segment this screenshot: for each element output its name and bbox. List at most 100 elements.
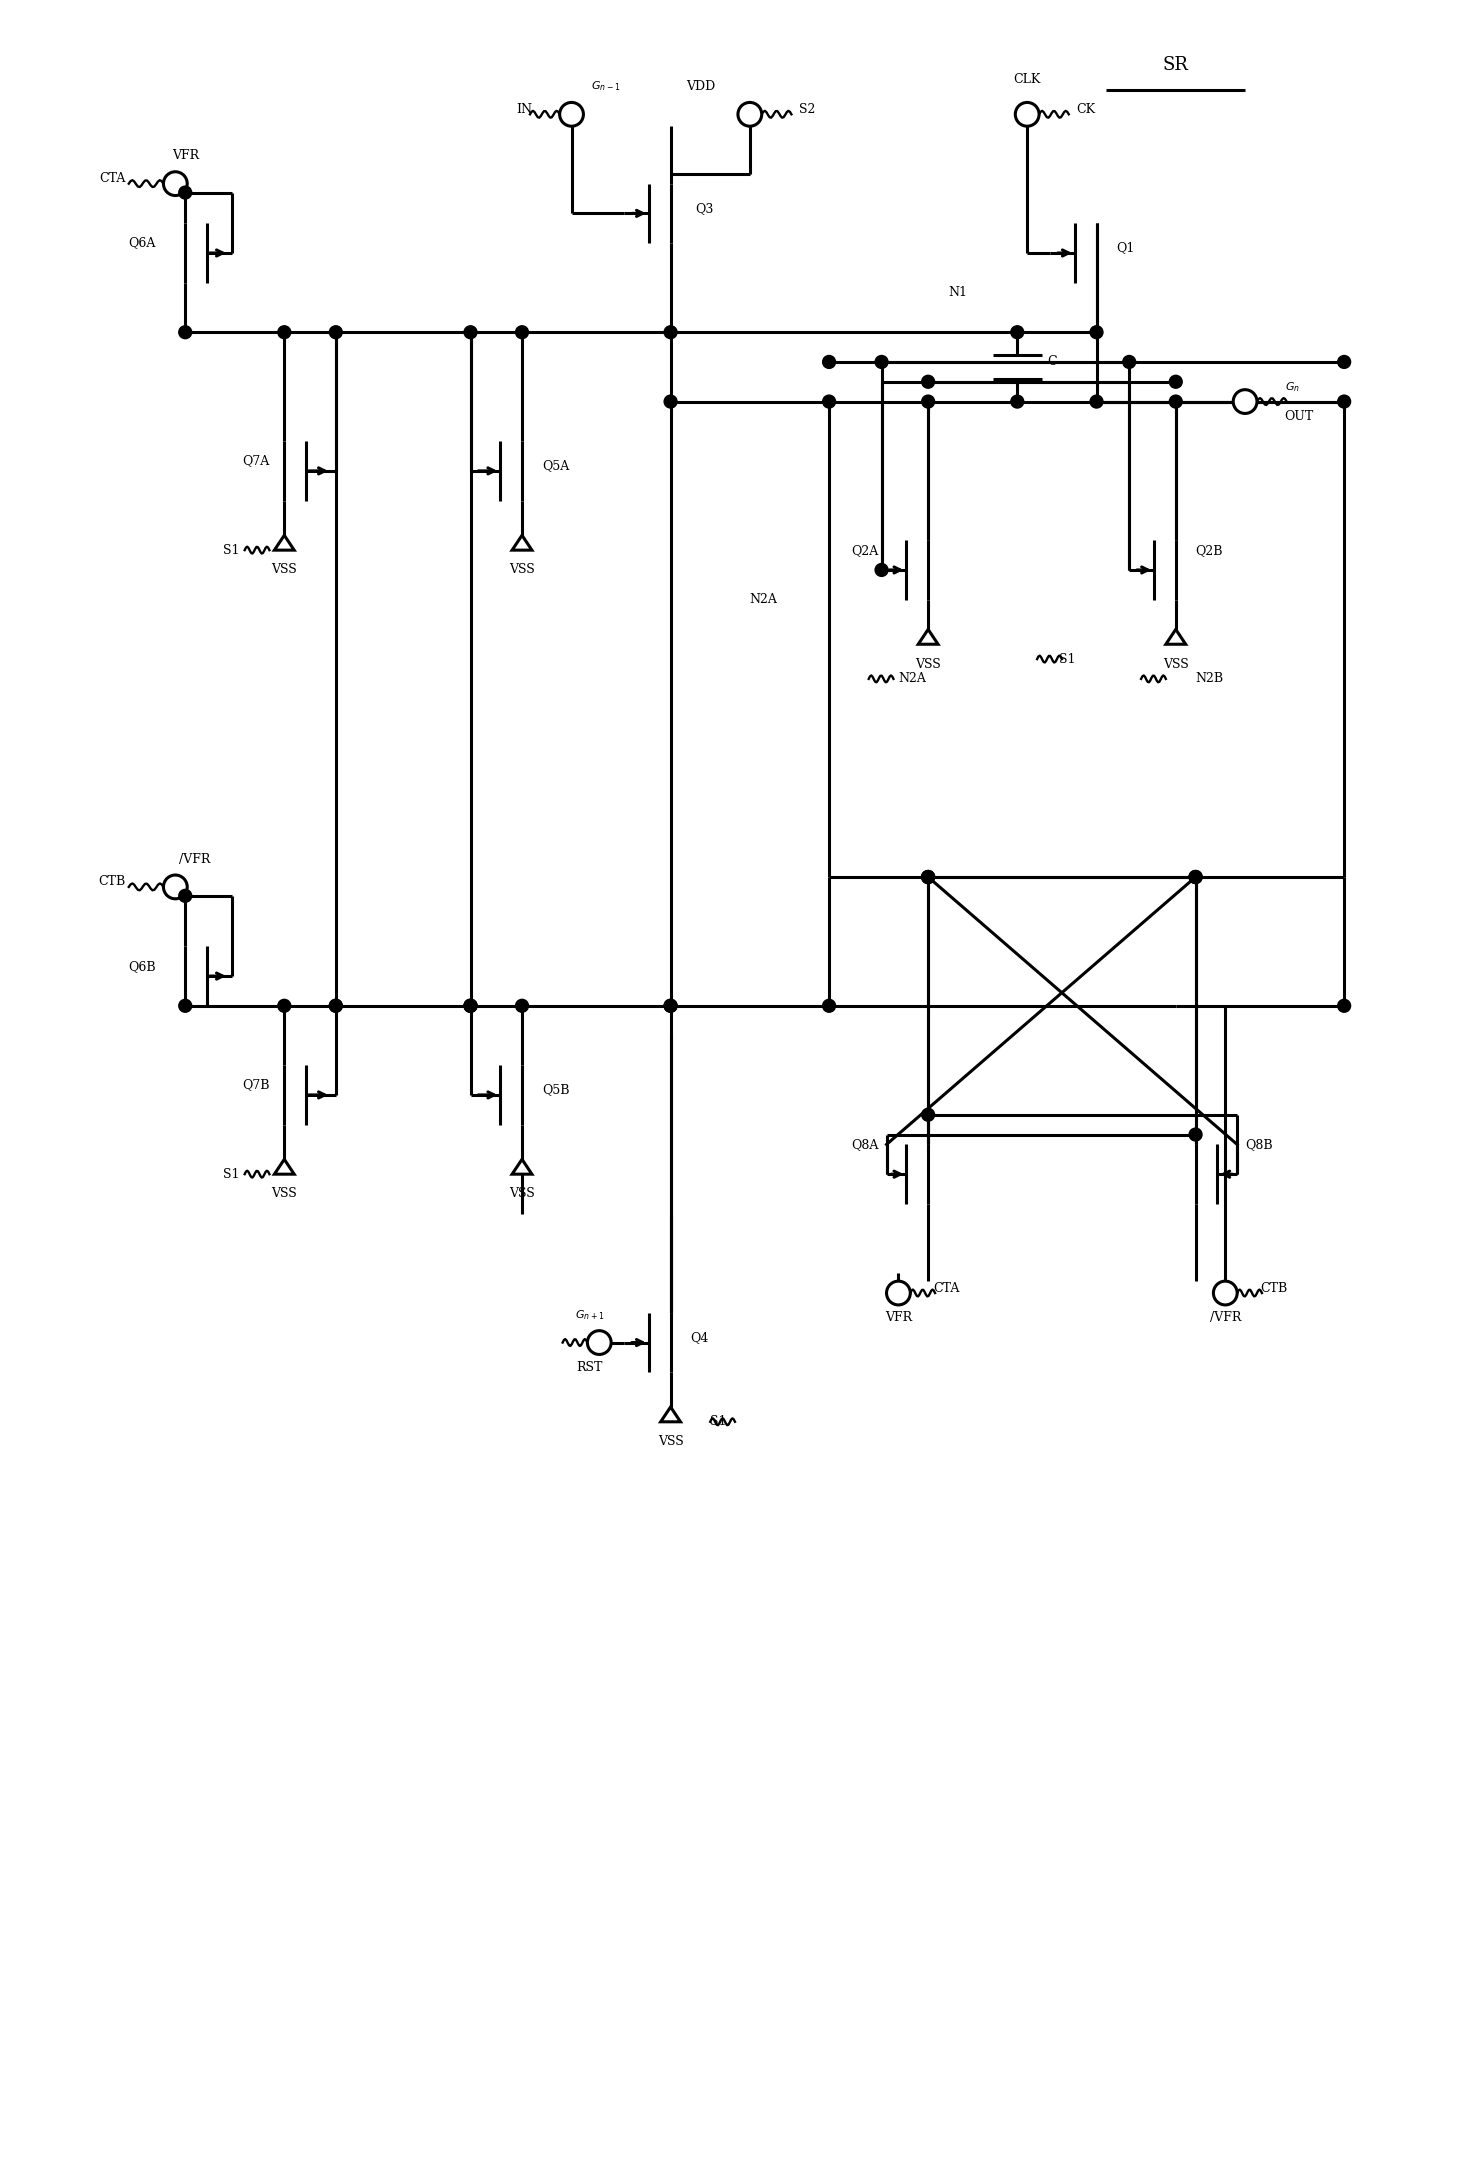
Text: Q8A: Q8A	[851, 1138, 879, 1151]
Circle shape	[278, 326, 290, 339]
Text: VFR: VFR	[885, 1312, 913, 1325]
Circle shape	[823, 998, 835, 1011]
Circle shape	[921, 870, 935, 883]
Text: S1: S1	[1059, 652, 1075, 666]
Text: IN: IN	[516, 102, 532, 115]
Circle shape	[1011, 326, 1024, 339]
Circle shape	[1190, 870, 1201, 883]
Circle shape	[1169, 376, 1182, 387]
Text: VDD: VDD	[686, 80, 715, 94]
Polygon shape	[513, 1159, 532, 1174]
Text: Q4: Q4	[690, 1331, 709, 1344]
Text: N2A: N2A	[750, 594, 778, 607]
Circle shape	[921, 396, 935, 409]
Text: Q2A: Q2A	[851, 544, 879, 557]
Circle shape	[1190, 1129, 1201, 1142]
Circle shape	[179, 998, 192, 1011]
Text: CTB: CTB	[98, 877, 126, 887]
Text: Q5B: Q5B	[542, 1083, 570, 1096]
Text: $G_{n-1}$: $G_{n-1}$	[592, 80, 621, 94]
Circle shape	[664, 326, 677, 339]
Circle shape	[921, 1109, 935, 1120]
Text: VSS: VSS	[510, 563, 535, 576]
Circle shape	[823, 355, 835, 368]
Circle shape	[738, 102, 762, 126]
Text: VSS: VSS	[271, 563, 297, 576]
Circle shape	[823, 396, 835, 409]
Circle shape	[278, 998, 290, 1011]
Circle shape	[1169, 396, 1182, 409]
Circle shape	[179, 890, 192, 903]
Text: Q7A: Q7A	[242, 455, 270, 468]
Text: S1: S1	[711, 1416, 727, 1429]
Circle shape	[330, 998, 343, 1011]
Circle shape	[1234, 389, 1257, 413]
Text: CTB: CTB	[1260, 1281, 1288, 1294]
Circle shape	[1338, 355, 1351, 368]
Text: CLK: CLK	[1014, 74, 1040, 87]
Circle shape	[1011, 396, 1024, 409]
Circle shape	[875, 563, 888, 576]
Circle shape	[179, 187, 192, 198]
Text: CTA: CTA	[933, 1281, 960, 1294]
Text: S1: S1	[223, 544, 240, 557]
Text: S1: S1	[223, 1168, 240, 1181]
Circle shape	[664, 998, 677, 1011]
Text: OUT: OUT	[1285, 409, 1314, 422]
Circle shape	[560, 102, 583, 126]
Circle shape	[464, 326, 478, 339]
Circle shape	[1090, 396, 1103, 409]
Text: Q7B: Q7B	[242, 1079, 270, 1092]
Text: /VFR: /VFR	[179, 853, 211, 866]
Circle shape	[1213, 1281, 1236, 1305]
Text: $G_{n+1}$: $G_{n+1}$	[574, 1307, 604, 1322]
Text: VSS: VSS	[1163, 657, 1188, 670]
Text: VSS: VSS	[916, 657, 941, 670]
Text: Q8B: Q8B	[1245, 1138, 1273, 1151]
Circle shape	[1338, 396, 1351, 409]
Circle shape	[330, 998, 343, 1011]
Circle shape	[1190, 870, 1201, 883]
Circle shape	[464, 998, 478, 1011]
Text: N2B: N2B	[1195, 672, 1223, 685]
Text: N2A: N2A	[898, 672, 926, 685]
Text: VSS: VSS	[658, 1436, 684, 1449]
Polygon shape	[1166, 629, 1185, 644]
Circle shape	[464, 998, 478, 1011]
Text: RST: RST	[576, 1362, 602, 1375]
Circle shape	[587, 1331, 611, 1355]
Text: Q6A: Q6A	[127, 237, 155, 250]
Circle shape	[921, 376, 935, 387]
Text: VFR: VFR	[171, 150, 199, 163]
Circle shape	[1090, 326, 1103, 339]
Circle shape	[179, 326, 192, 339]
Polygon shape	[513, 535, 532, 550]
Circle shape	[921, 870, 935, 883]
Text: Q3: Q3	[696, 202, 713, 215]
Circle shape	[516, 998, 529, 1011]
Circle shape	[664, 998, 677, 1011]
Polygon shape	[274, 1159, 294, 1174]
Circle shape	[1338, 998, 1351, 1011]
Polygon shape	[661, 1407, 681, 1422]
Text: $G_n$: $G_n$	[1285, 381, 1299, 394]
Circle shape	[886, 1281, 910, 1305]
Text: VSS: VSS	[510, 1188, 535, 1201]
Polygon shape	[274, 535, 294, 550]
Circle shape	[921, 870, 935, 883]
Text: SR: SR	[1163, 57, 1188, 74]
Text: Q5A: Q5A	[542, 459, 568, 472]
Circle shape	[330, 326, 343, 339]
Text: Q2B: Q2B	[1195, 544, 1223, 557]
Text: CTA: CTA	[100, 172, 126, 185]
Text: Q1: Q1	[1116, 241, 1135, 254]
Text: C: C	[1047, 355, 1056, 368]
Circle shape	[1190, 870, 1201, 883]
Circle shape	[164, 172, 188, 196]
Circle shape	[1122, 355, 1135, 368]
Text: /VFR: /VFR	[1210, 1312, 1241, 1325]
Text: N1: N1	[948, 287, 967, 300]
Polygon shape	[919, 629, 938, 644]
Text: Q6B: Q6B	[127, 959, 155, 972]
Text: CK: CK	[1077, 102, 1096, 115]
